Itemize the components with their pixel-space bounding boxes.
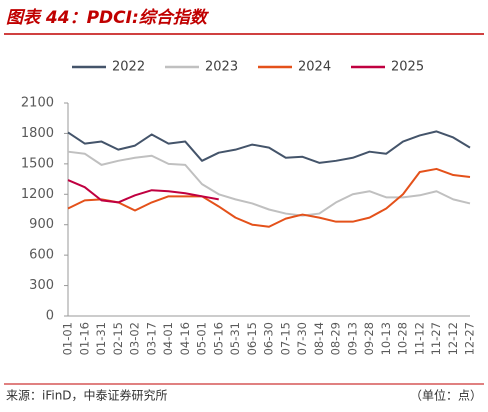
y-tick-label: 600 <box>29 248 54 263</box>
x-tick-label: 09-13 <box>345 322 359 355</box>
x-tick-label: 08-14 <box>312 322 326 355</box>
x-tick-label: 04-01 <box>161 322 175 355</box>
legend-label: 2025 <box>391 60 424 75</box>
x-tick-label: 07-30 <box>295 322 309 355</box>
x-tick-label: 06-30 <box>262 322 276 355</box>
series-line <box>67 167 471 228</box>
x-tick-label: 01-01 <box>61 322 75 355</box>
x-tick-label: 07-15 <box>278 322 292 355</box>
x-tick-label: 11-12 <box>412 322 426 355</box>
y-tick-label: 300 <box>29 278 54 293</box>
x-tick-label: 12-27 <box>463 322 477 355</box>
x-tick-label: 02-15 <box>111 322 125 355</box>
x-tick-label: 04-16 <box>178 322 192 355</box>
legend-label: 2023 <box>205 60 238 75</box>
x-tick-label: 08-29 <box>329 322 343 355</box>
x-tick-label: 03-17 <box>144 322 158 355</box>
x-tick-label: 03-02 <box>128 322 142 355</box>
y-tick-label: 1500 <box>21 156 54 171</box>
y-tick-label: 1200 <box>21 187 54 202</box>
x-tick-label: 05-01 <box>195 322 209 355</box>
series-line <box>67 130 471 164</box>
x-tick-label: 01-31 <box>94 322 108 355</box>
unit: （单位：点） <box>410 388 482 403</box>
x-tick-label: 09-28 <box>362 322 376 355</box>
chart-title: 图表 44：PDCI:综合指数 <box>6 8 210 28</box>
legend-label: 2022 <box>112 60 145 75</box>
x-tick-label: 01-16 <box>77 322 91 355</box>
x-tick-label: 06-15 <box>245 322 259 355</box>
series-line <box>67 179 219 204</box>
x-tick-label: 11-27 <box>429 322 443 355</box>
x-tick-label: 12-12 <box>446 322 460 355</box>
series-line <box>67 150 471 217</box>
y-tick-label: 0 <box>46 309 54 324</box>
y-tick-label: 900 <box>29 217 54 232</box>
x-tick-label: 05-31 <box>228 322 242 355</box>
legend-label: 2024 <box>298 60 331 75</box>
y-tick-label: 2100 <box>21 96 54 111</box>
x-tick-label: 05-16 <box>211 322 225 355</box>
y-tick-label: 1800 <box>21 126 54 141</box>
source: 来源：iFinD，中泰证券研究所 <box>6 388 168 403</box>
x-tick-label: 10-28 <box>396 322 410 355</box>
x-tick-label: 10-13 <box>379 322 393 355</box>
